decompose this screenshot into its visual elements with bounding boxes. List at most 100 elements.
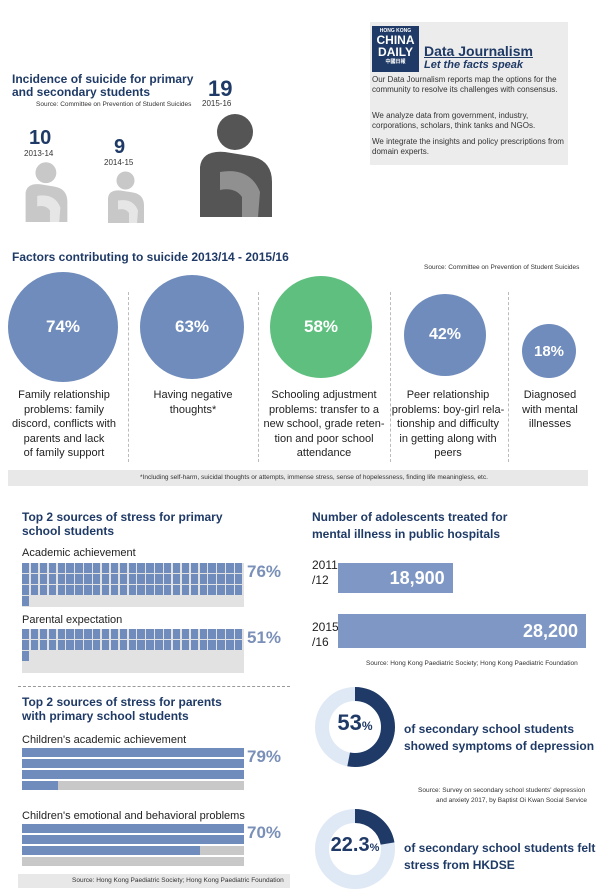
- waffle-parental-cell: [208, 662, 216, 672]
- waffle-parental-cell: [30, 640, 39, 650]
- waffle-academic-cell: [226, 574, 234, 584]
- waffle-academic-cell: [172, 574, 181, 584]
- waffle-academic-cell: [217, 574, 225, 584]
- waffle-parental-cell: [164, 662, 172, 672]
- hkdse-text-2: stress from HKDSE: [404, 858, 515, 872]
- waffle-academic-cell: [30, 574, 39, 584]
- waffle-parental-cell: [146, 629, 154, 639]
- depression-number: 53: [337, 710, 362, 735]
- factor-circle-1: 74%: [8, 272, 118, 382]
- waffle-parental-cell: [155, 629, 163, 639]
- waffle-parental-cell: [84, 662, 92, 672]
- bars-children-emotional-track: [22, 857, 244, 866]
- depression-source-1: Source: Survey on secondary school stude…: [418, 787, 586, 794]
- depression-text-1: of secondary school students: [404, 722, 575, 736]
- waffle-academic-cell: [172, 596, 181, 606]
- bars-children-academic-fill: [22, 770, 244, 779]
- factor-label-4-line-4: in getting along with: [399, 432, 497, 445]
- depression-value: 53%: [312, 710, 398, 736]
- waffle-academic-cell: [119, 585, 128, 595]
- waffle-academic-cell: [181, 574, 190, 584]
- waffle-academic-cell: [190, 596, 199, 606]
- factor-circle-2: 63%: [140, 275, 244, 379]
- factor-label-2-line-1: Having negative: [153, 389, 233, 401]
- waffle-academic-cell: [101, 563, 110, 573]
- waffle-parental-cell: [101, 640, 110, 650]
- waffle-academic-cell: [39, 585, 48, 595]
- waffle-parental-cell: [235, 651, 243, 661]
- waffle-academic-cell: [119, 596, 128, 606]
- waffle-parental-cell: [93, 629, 101, 639]
- waffle-academic-cell: [137, 585, 145, 595]
- waffle-academic-cell: [199, 574, 207, 584]
- waffle-parental-cell: [75, 629, 83, 639]
- mental-title-2: mental illness in public hospitals: [312, 527, 501, 541]
- waffle-parental-cell: [226, 629, 234, 639]
- factor-circle-3: 58%: [270, 276, 372, 378]
- bars-children-emotional-fill: [22, 824, 244, 833]
- waffle-parental-cell: [84, 651, 92, 661]
- factor-label-3-line-4: tion and poor school: [274, 432, 374, 445]
- waffle-parental-cell: [30, 629, 39, 639]
- waffle-academic-cell: [181, 596, 190, 606]
- waffle-parental-cell: [208, 651, 216, 661]
- waffle-parental-cell: [137, 640, 145, 650]
- parents-stress-title-2: with primary school students: [22, 709, 189, 723]
- bars-children-academic-fill: [22, 759, 244, 768]
- students-stress-label-2: Parental expectation: [22, 614, 123, 626]
- parents-stress-pct-1: 79%: [247, 747, 282, 766]
- suicide-title-1: Incidence of suicide for primary: [12, 72, 194, 86]
- students-stress-pct-1: 76%: [247, 562, 282, 581]
- factor-label-3: Schooling adjustment problems: transfer …: [262, 388, 386, 461]
- waffle-academic-cell: [208, 563, 216, 573]
- waffle-academic-cell: [146, 563, 154, 573]
- waffle-academic-cell: [155, 596, 163, 606]
- factor-divider-3: [390, 292, 391, 462]
- waffle-academic-cell: [146, 585, 154, 595]
- waffle-academic-cell: [128, 574, 136, 584]
- waffle-parental-cell: [30, 651, 39, 661]
- waffle-academic-cell: [48, 585, 56, 595]
- waffle-academic-cell: [75, 563, 83, 573]
- waffle-parental-cell: [164, 640, 172, 650]
- waffle-parental-cell: [137, 651, 145, 661]
- depression-text-2: showed symptoms of depression: [404, 739, 595, 753]
- waffle-parental-cell: [93, 640, 101, 650]
- waffle-academic-cell: [110, 596, 119, 606]
- waffle-academic-cell: [93, 596, 101, 606]
- brand-title: Data Journalism: [424, 43, 533, 59]
- waffle-parental-cell: [226, 640, 234, 650]
- waffle-academic-cell: [39, 596, 48, 606]
- brand-para-3: We integrate the insights and policy pre…: [372, 137, 564, 156]
- waffle-parental-cell: [199, 629, 207, 639]
- bars-children-emotional: [22, 824, 244, 868]
- factor-label-1-line-3: discord, conflicts with: [12, 418, 116, 430]
- section-divider: [18, 686, 290, 687]
- factor-label-2-line-2: thoughts*: [169, 403, 217, 416]
- waffle-academic-cell: [137, 596, 145, 606]
- factor-label-3-line-1: Schooling adjustment: [271, 389, 377, 401]
- waffle-academic-cell: [48, 574, 56, 584]
- waffle-academic-cell: [128, 585, 136, 595]
- waffle-parental-cell: [22, 651, 30, 661]
- waffle-academic-cell: [172, 585, 181, 595]
- waffle-academic-cell: [101, 585, 110, 595]
- waffle-academic-cell: [84, 596, 92, 606]
- suicide-year-2: 2014-15: [104, 158, 134, 167]
- waffle-parental-cell: [119, 629, 128, 639]
- waffle-academic-cell: [155, 563, 163, 573]
- mental-year-1: 2011 /12: [312, 558, 338, 588]
- waffle-parental-cell: [128, 662, 136, 672]
- students-stress-label-1: Academic achievement: [22, 547, 136, 559]
- hkdse-unit: %: [369, 842, 380, 854]
- bars-children-emotional-fill: [22, 846, 200, 855]
- factor-label-2: Having negative thoughts*: [134, 388, 252, 417]
- parents-stress-label-1: Children's academic achievement: [22, 734, 187, 746]
- waffle-academic-cell: [66, 574, 74, 584]
- logo-text-4: 中國日報: [385, 59, 406, 65]
- waffle-academic-cell: [137, 563, 145, 573]
- waffle-academic-cell: [39, 574, 48, 584]
- waffle-parental-cell: [39, 629, 48, 639]
- waffle-parental-cell: [66, 651, 74, 661]
- waffle-parental-cell: [181, 662, 190, 672]
